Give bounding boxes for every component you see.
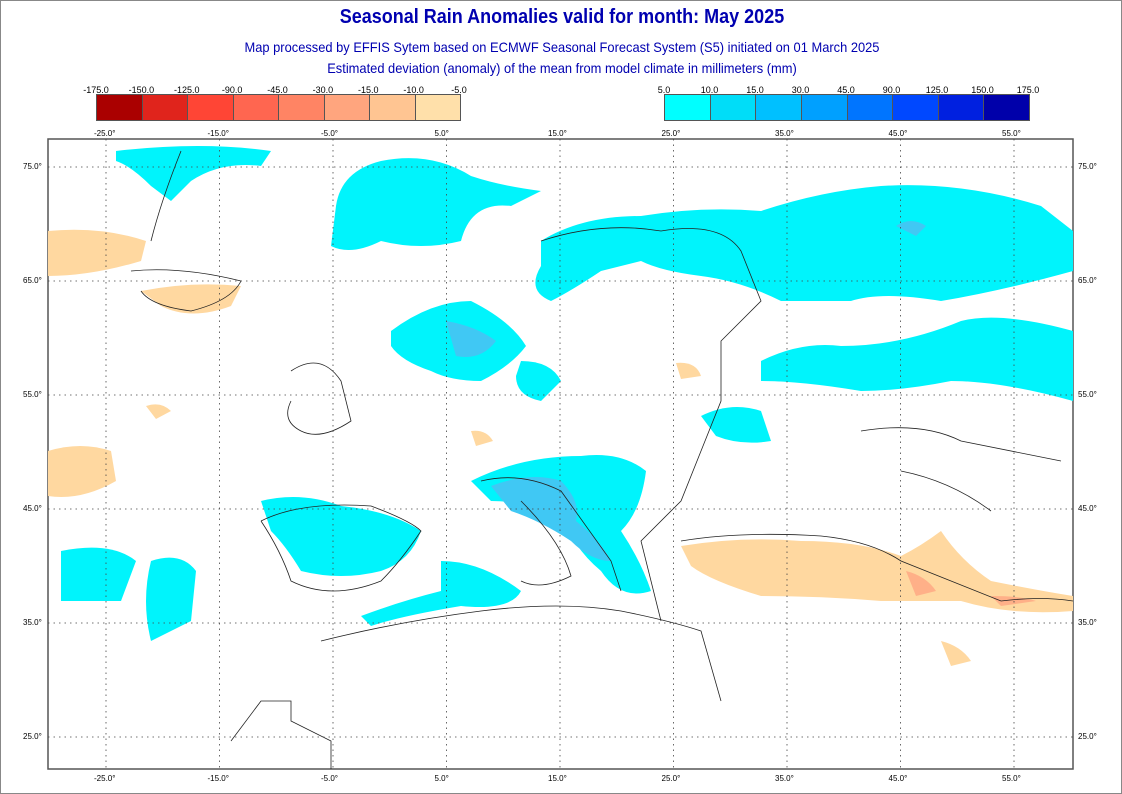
positive-swatch [893,95,939,120]
negative-label: -10.0 [403,85,424,95]
negative-label: -45.0 [267,85,288,95]
strong-positive-anomaly-areas [446,221,926,561]
map-subtitle: Map processed by EFFIS Sytem based on EC… [244,39,880,55]
negative-swatch [279,95,325,120]
negative-swatch [370,95,416,120]
latitude-label: 45.0° [23,504,42,513]
longitude-label: 15.0° [548,129,567,138]
negative-label: -125.0 [173,85,200,95]
map-title: Seasonal Rain Anomalies valid for month:… [339,6,785,28]
longitude-label: -15.0° [207,774,229,783]
positive-label: 30.0 [791,85,810,95]
negative-label: -150.0 [128,85,155,95]
map-units-note: Estimated deviation (anomaly) of the mea… [327,60,797,76]
negative-swatch [188,95,234,120]
country-borders [130,150,1073,769]
latitude-label: 25.0° [23,732,42,741]
longitude-label: 25.0° [661,774,681,783]
positive-label: 45.0 [837,85,855,95]
negative-label: -5.0 [451,85,467,95]
latitude-label: 25.0° [1078,732,1097,741]
latitude-label: 65.0° [23,276,42,285]
negative-swatch [233,95,279,120]
negative-label: -175.0 [83,85,109,95]
negative-swatch [142,95,188,120]
longitude-label: -15.0° [207,129,229,138]
longitude-label: 5.0° [434,129,449,138]
negative-anomaly-colorbar [96,94,461,121]
longitude-label: 35.0° [775,774,794,783]
positive-label: 125.0 [925,85,949,95]
longitude-label: -25.0° [94,774,116,783]
positive-swatch [665,95,711,120]
longitude-label: 45.0° [888,129,908,138]
latitude-label: 65.0° [1078,276,1097,285]
longitude-label: 15.0° [548,774,567,783]
positive-swatch [938,95,985,120]
negative-swatch [97,95,143,120]
positive-label: 150.0 [971,85,994,95]
negative-swatch [324,95,370,120]
negative-swatch [415,95,460,120]
longitude-label: 35.0° [775,129,794,138]
longitude-label: -25.0° [94,129,116,138]
longitude-label: 25.0° [661,129,681,138]
positive-swatch [801,95,848,120]
graticule [48,139,1073,769]
latitude-label: 55.0° [1078,390,1097,399]
latitude-label: 35.0° [1078,618,1097,627]
positive-label: 175.0 [1016,85,1040,95]
longitude-label: 55.0° [1002,129,1021,138]
latitude-label: 75.0° [1078,162,1097,171]
positive-label: 5.0 [657,85,671,95]
longitude-label: -5.0° [321,774,338,783]
longitude-label: 55.0° [1002,774,1021,783]
negative-anomaly-areas [48,229,1073,666]
positive-label: 15.0 [746,85,764,95]
negative-label: -15.0 [357,85,379,95]
positive-swatch [756,95,802,120]
positive-swatch [847,95,894,120]
negative-label: -30.0 [312,85,334,95]
positive-label: 10.0 [700,85,719,95]
positive-label: 90.0 [882,85,901,95]
latitude-label: 45.0° [1078,504,1097,513]
longitude-label: 45.0° [888,774,908,783]
longitude-label: 5.0° [434,774,449,783]
positive-swatch [710,95,757,120]
latitude-label: 75.0° [23,162,42,171]
positive-swatch [984,95,1029,120]
latitude-label: 55.0° [23,390,42,399]
longitude-label: -5.0° [321,129,338,138]
latitude-label: 35.0° [23,618,42,627]
negative-label: -90.0 [221,85,243,95]
positive-anomaly-colorbar [664,94,1030,121]
